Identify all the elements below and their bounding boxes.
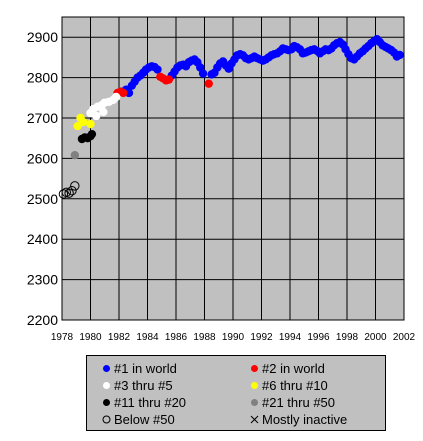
series--2-in-world	[113, 72, 213, 98]
x-tick-label: 1978	[51, 332, 74, 343]
legend-label: #3 thru #5	[114, 378, 173, 393]
legend-item: #11 thru #20	[101, 394, 249, 411]
x-tick-label: 1984	[136, 332, 159, 343]
legend-item: #21 thru #50	[249, 394, 389, 411]
data-point	[79, 117, 88, 127]
grid	[61, 17, 405, 321]
legend-marker-icon	[249, 398, 259, 407]
x-tick-label: 2002	[393, 332, 416, 343]
data-point	[198, 69, 208, 78]
legend-label: Mostly inactive	[262, 412, 348, 427]
plot-border	[61, 16, 405, 321]
data-point	[92, 111, 101, 121]
x-axis-ticks: 1978 1980 1982 1984 1986 1988 1990 1992 1994 1996…	[51, 332, 416, 343]
series--11-thru-20	[77, 129, 97, 144]
legend-item: #2 in world	[249, 360, 389, 377]
data-point	[70, 181, 80, 191]
legend-label: #6 thru #10	[262, 378, 328, 393]
data-point	[64, 188, 74, 198]
legend: #1 in world #2 in world #3 thru #5 #6 thru …	[86, 355, 386, 431]
x-tick-label: 1996	[307, 332, 330, 343]
plot-frame	[61, 16, 405, 321]
y-axis-ticks: 2200 2300 2400 2500 2600 2700 2800 2900	[27, 29, 58, 328]
x-tick-label: 1986	[165, 332, 188, 343]
legend-label: #21 thru #50	[262, 395, 336, 410]
data-point	[70, 150, 80, 160]
series--21-thru-50	[70, 150, 80, 160]
x-tick-label: 1988	[193, 332, 216, 343]
legend-marker-icon	[249, 415, 259, 424]
y-tick-label: 2700	[27, 110, 58, 126]
x-tick-label: 1980	[79, 332, 102, 343]
data-point	[111, 92, 121, 102]
y-tick-label: 2600	[27, 150, 58, 166]
data-point	[87, 129, 97, 139]
series--6-thru-10	[73, 113, 95, 131]
x-tick-label: 1990	[222, 332, 245, 343]
legend-marker-icon	[249, 364, 259, 373]
data-point	[164, 75, 174, 84]
data-point	[99, 107, 108, 117]
data-points	[58, 35, 404, 199]
data-point	[86, 119, 95, 129]
x-tick-label: 2000	[364, 332, 387, 343]
legend-label: Below #50	[114, 412, 175, 427]
legend-label: #11 thru #20	[114, 395, 187, 410]
legend-items: #1 in world #2 in world #3 thru #5 #6 thru …	[101, 360, 381, 428]
data-point	[58, 189, 69, 199]
y-tick-label: 2300	[27, 272, 58, 288]
legend-item: #6 thru #10	[249, 377, 389, 394]
legend-marker-icon	[101, 398, 111, 407]
data-point	[204, 79, 213, 88]
legend-label: #1 in world	[114, 361, 177, 376]
legend-item: Mostly inactive	[249, 411, 389, 428]
legend-label: #2 in world	[262, 361, 325, 376]
data-point	[119, 88, 128, 98]
data-point	[153, 65, 162, 74]
series-below-50	[58, 181, 80, 199]
legend-item: Below #50	[101, 411, 249, 428]
x-tick-label: 1994	[279, 332, 302, 343]
series--1-in-world	[117, 35, 404, 98]
legend-marker-icon	[101, 364, 111, 373]
y-tick-label: 2500	[27, 191, 58, 207]
y-tick-label: 2400	[27, 231, 58, 247]
legend-marker-icon	[101, 381, 111, 390]
x-tick-label: 1998	[336, 332, 359, 343]
data-point	[395, 50, 404, 60]
y-tick-label: 2200	[27, 312, 58, 328]
x-tick-label: 1982	[108, 332, 131, 343]
x-tick-label: 1992	[250, 332, 273, 343]
y-tick-label: 2800	[27, 70, 58, 86]
legend-marker-icon	[249, 381, 259, 390]
legend-item: #1 in world	[101, 360, 249, 377]
y-tick-label: 2900	[27, 29, 58, 45]
data-point	[67, 186, 77, 196]
legend-item: #3 thru #5	[101, 377, 249, 394]
series--3-thru-5	[86, 92, 121, 121]
legend-marker-icon	[101, 415, 111, 424]
